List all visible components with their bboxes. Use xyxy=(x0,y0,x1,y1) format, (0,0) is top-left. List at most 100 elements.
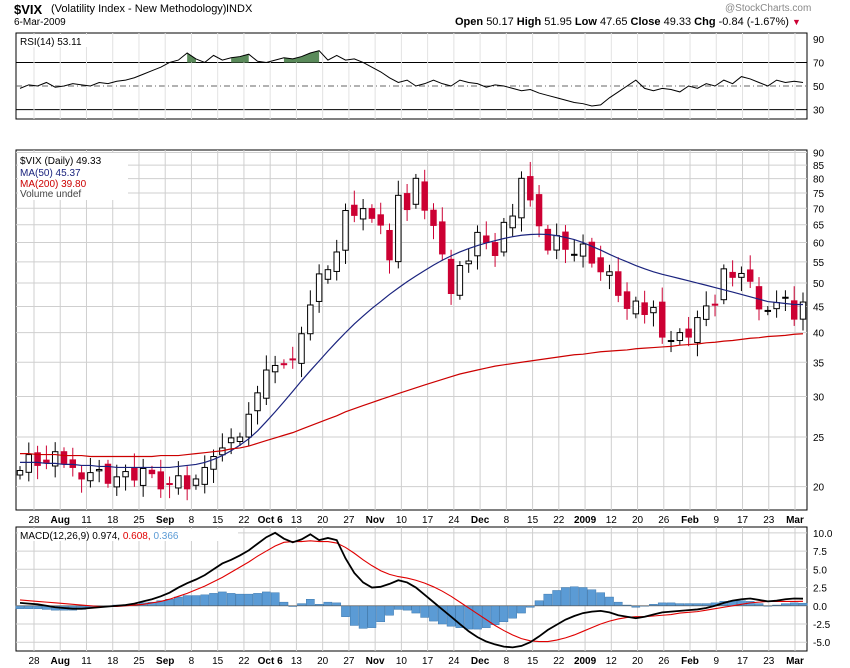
price-x-label: 23 xyxy=(763,515,775,526)
price-x-label: 13 xyxy=(291,515,303,526)
open-label: Open xyxy=(455,16,484,28)
candle-body xyxy=(131,467,138,481)
candle-body xyxy=(386,229,393,261)
macd-histogram-bar xyxy=(693,603,702,606)
macd-histogram-bar xyxy=(367,605,377,628)
price-x-label: 26 xyxy=(658,515,670,526)
macd-histogram-bar xyxy=(657,602,667,606)
macd-x-label: 26 xyxy=(658,656,670,667)
candle-body xyxy=(738,272,745,278)
price-x-label: 15 xyxy=(212,515,224,526)
candle-body xyxy=(544,228,552,251)
macd-histogram-bar xyxy=(587,589,597,606)
candle-body xyxy=(491,242,499,256)
macd-histogram-bar xyxy=(508,605,517,619)
low-label: Low xyxy=(574,16,597,28)
candle-body xyxy=(69,459,77,468)
candle-body xyxy=(746,269,754,282)
macd-x-label: 2009 xyxy=(574,656,597,667)
close-value: 49.33 xyxy=(663,16,692,28)
price-tick-label: 20 xyxy=(813,483,825,494)
macd-x-label: Mar xyxy=(786,656,804,667)
rsi-tick-label: 50 xyxy=(813,82,825,93)
price-legend-bg xyxy=(18,153,128,200)
macd-histogram-bar xyxy=(490,605,500,625)
macd-x-label: 12 xyxy=(606,656,618,667)
candle-body xyxy=(315,273,323,302)
candle-body xyxy=(280,363,288,366)
low-value: 47.65 xyxy=(599,16,628,28)
price-tick-label: 90 xyxy=(813,148,825,159)
macd-histogram-bar xyxy=(15,605,25,609)
macd-histogram-bar xyxy=(596,592,605,606)
macd-histogram-bar xyxy=(534,600,544,606)
macd-tick-label: 2.5 xyxy=(813,584,827,595)
candle-body xyxy=(307,304,314,335)
macd-x-label: 22 xyxy=(238,656,250,667)
price-tick-label: 80 xyxy=(813,175,825,186)
macd-histogram-bar xyxy=(781,603,790,606)
header-description: (Volatility Index - New Methodology) xyxy=(51,3,227,15)
candle-body xyxy=(403,193,411,211)
macd-line xyxy=(19,531,804,649)
candle-body xyxy=(271,364,279,373)
candle-body xyxy=(729,271,736,278)
candle-body xyxy=(790,300,798,320)
candle-body xyxy=(263,369,270,399)
ma50-line xyxy=(20,233,803,469)
macd-histogram-bar xyxy=(481,605,491,628)
signal-line xyxy=(19,540,804,643)
candle-body xyxy=(483,235,490,244)
candle-body xyxy=(553,235,560,251)
header-exchange: INDX xyxy=(226,3,253,15)
macd-panel xyxy=(15,526,808,652)
macd-tick-label: -2.5 xyxy=(813,620,831,631)
rsi-overbought-fill xyxy=(187,53,196,63)
price-x-label: 8 xyxy=(504,515,510,526)
macd-histogram-bar xyxy=(297,603,306,606)
ma200-legend: MA(200) 39.80 xyxy=(20,179,87,190)
close-label: Close xyxy=(630,16,661,28)
price-tick-label: 55 xyxy=(813,258,825,269)
candle-body xyxy=(764,309,772,312)
macd-x-label: 20 xyxy=(632,656,644,667)
macd-x-label: 18 xyxy=(107,656,119,667)
candle-body xyxy=(368,208,376,219)
candle-body xyxy=(535,194,543,227)
price-tick-label: 65 xyxy=(813,221,825,232)
macd-x-label: 28 xyxy=(28,656,40,667)
macd-histogram-bar xyxy=(517,605,526,614)
rsi-layer xyxy=(19,50,804,107)
candle-body xyxy=(113,476,121,488)
high-label: High xyxy=(516,16,542,28)
price-tick-label: 40 xyxy=(813,329,825,340)
candle-body xyxy=(606,271,613,276)
price-tick-label: 35 xyxy=(813,358,825,369)
price-legend-symbol: $VIX (Daily) 49.33 xyxy=(20,156,102,167)
price-x-label: Dec xyxy=(471,515,490,526)
candle-body xyxy=(676,332,684,342)
macd-legend-part: 0.366 xyxy=(153,531,178,542)
macd-histogram-bar xyxy=(226,593,236,606)
macd-histogram-bar xyxy=(394,605,403,610)
price-x-label: Nov xyxy=(366,515,385,526)
macd-x-label: Feb xyxy=(681,656,699,667)
rsi-tick-label: 30 xyxy=(813,106,825,117)
price-x-label: 17 xyxy=(737,515,749,526)
macd-histogram-bar xyxy=(235,593,245,606)
macd-histogram-bar xyxy=(701,603,711,606)
price-layer xyxy=(16,161,807,501)
chg-label: Chg xyxy=(694,16,716,28)
macd-histogram-bar xyxy=(332,602,342,606)
rsi-legend-bg xyxy=(18,35,104,47)
price-x-label: 20 xyxy=(632,515,644,526)
candle-body xyxy=(474,231,481,257)
candle-body xyxy=(588,241,596,264)
candle-body xyxy=(571,253,578,256)
macd-x-label: 13 xyxy=(291,656,303,667)
macd-tick-label: 7.5 xyxy=(813,547,827,558)
candle-body xyxy=(192,478,200,486)
macd-x-label: Aug xyxy=(51,656,70,667)
macd-histogram-bar xyxy=(244,593,254,606)
candle-body xyxy=(210,456,217,470)
